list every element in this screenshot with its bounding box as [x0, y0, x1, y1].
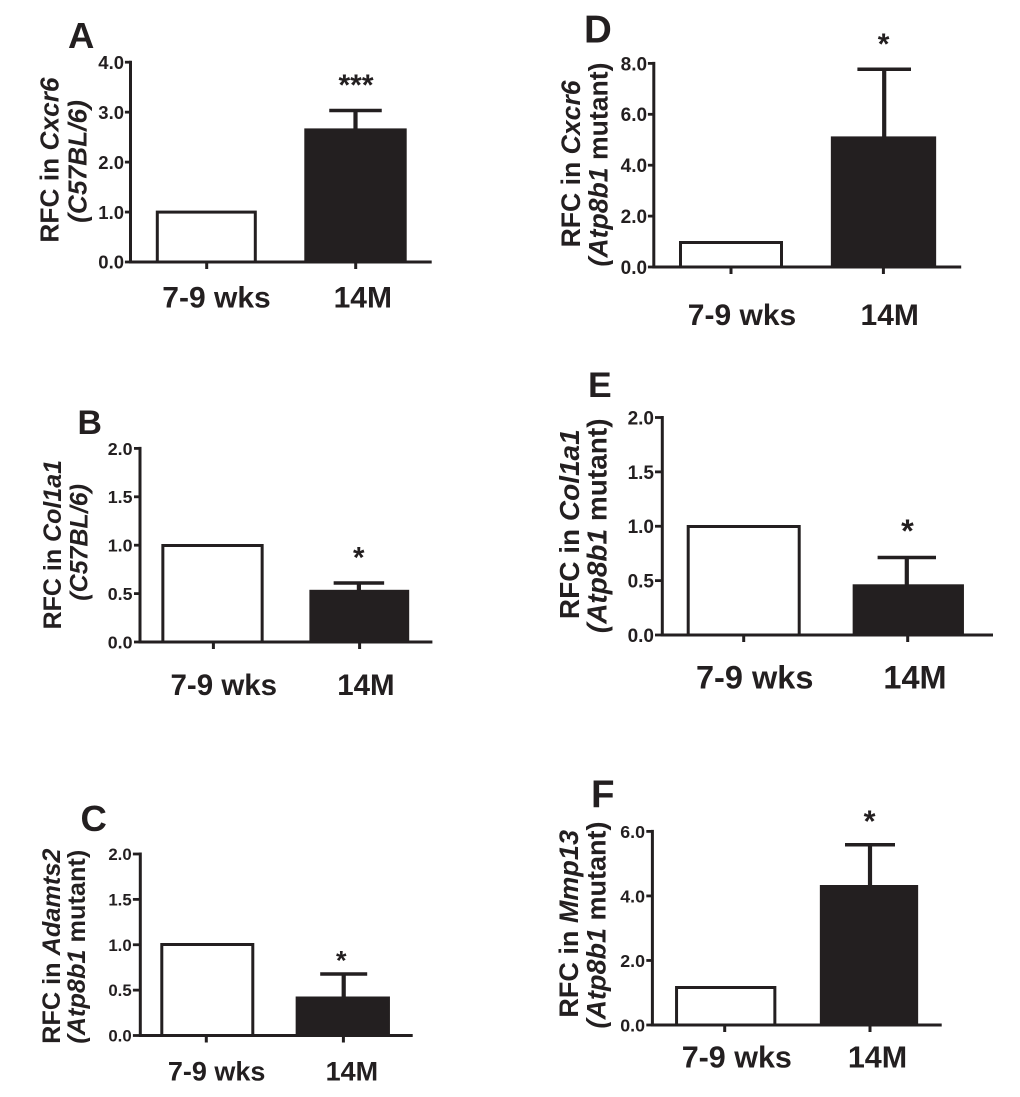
svg-text:7-9 wks: 7-9 wks [162, 282, 270, 315]
svg-text:0.0: 0.0 [108, 1027, 131, 1046]
svg-text:4.0: 4.0 [620, 886, 645, 906]
svg-text:0.5: 0.5 [108, 981, 131, 1000]
svg-text:7-9 wks: 7-9 wks [171, 669, 278, 702]
svg-text:*: * [864, 805, 876, 839]
svg-text:4.0: 4.0 [621, 156, 647, 177]
svg-text:2.0: 2.0 [628, 408, 654, 429]
svg-text:2.0: 2.0 [98, 152, 124, 173]
svg-text:14M: 14M [326, 1057, 379, 1087]
svg-text:1.5: 1.5 [108, 487, 133, 507]
svg-text:1.0: 1.0 [628, 517, 654, 538]
svg-text:1.0: 1.0 [98, 202, 124, 223]
svg-text:14M: 14M [848, 1041, 907, 1075]
svg-text:4.0: 4.0 [98, 52, 124, 73]
svg-text:1.0: 1.0 [108, 936, 131, 955]
svg-text:RFC in Cxcr6: RFC in Cxcr6 [556, 80, 586, 247]
svg-text:A: A [68, 15, 94, 56]
svg-text:14M: 14M [334, 282, 392, 315]
svg-text:F: F [591, 774, 615, 817]
svg-text:RFC in Adamts2: RFC in Adamts2 [38, 849, 66, 1044]
svg-text:(Atp8b1 mutant): (Atp8b1 mutant) [584, 63, 614, 267]
svg-text:*: * [353, 542, 365, 575]
svg-text:RFC in Mmp13: RFC in Mmp13 [554, 830, 584, 1018]
svg-text:7-9 wks: 7-9 wks [168, 1057, 266, 1087]
svg-text:6.0: 6.0 [621, 105, 647, 126]
svg-text:(C57BL/6): (C57BL/6) [66, 484, 94, 601]
svg-text:2.0: 2.0 [108, 439, 133, 459]
svg-text:E: E [588, 365, 612, 405]
svg-text:7-9 wks: 7-9 wks [688, 299, 796, 332]
svg-text:C: C [81, 798, 107, 839]
svg-text:D: D [584, 9, 612, 52]
svg-text:2.0: 2.0 [108, 845, 131, 864]
svg-text:(Atp8b1 mutant): (Atp8b1 mutant) [63, 850, 91, 1044]
svg-text:2.0: 2.0 [621, 207, 647, 228]
svg-text:(Atp8b1 mutant): (Atp8b1 mutant) [582, 418, 613, 633]
svg-text:14M: 14M [337, 669, 394, 702]
svg-text:0.0: 0.0 [98, 252, 124, 273]
svg-text:0.0: 0.0 [621, 258, 647, 279]
svg-text:*: * [901, 513, 914, 549]
svg-text:0.0: 0.0 [108, 632, 133, 652]
svg-text:0.0: 0.0 [620, 1015, 645, 1035]
svg-text:0.5: 0.5 [628, 572, 655, 593]
svg-text:(C57BL/6): (C57BL/6) [63, 100, 93, 223]
svg-text:*: * [336, 946, 347, 976]
svg-text:RFC in Col1a1: RFC in Col1a1 [39, 460, 67, 629]
svg-text:*: * [878, 28, 890, 61]
svg-text:RFC in Col1a1: RFC in Col1a1 [554, 429, 585, 619]
svg-text:***: *** [338, 69, 373, 102]
svg-text:RFC in Cxcr6: RFC in Cxcr6 [35, 77, 65, 243]
svg-text:B: B [78, 404, 102, 442]
svg-text:7-9 wks: 7-9 wks [682, 1041, 792, 1075]
svg-text:3.0: 3.0 [98, 102, 124, 123]
svg-text:14M: 14M [861, 299, 919, 332]
svg-text:7-9 wks: 7-9 wks [696, 660, 813, 696]
svg-text:1.5: 1.5 [108, 890, 131, 909]
svg-text:6.0: 6.0 [620, 822, 645, 842]
svg-text:2.0: 2.0 [620, 951, 645, 971]
svg-text:8.0: 8.0 [621, 54, 647, 75]
svg-text:0.5: 0.5 [108, 584, 133, 604]
svg-text:1.5: 1.5 [628, 463, 655, 484]
svg-text:14M: 14M [883, 660, 946, 696]
svg-text:(Atp8b1 mutant): (Atp8b1 mutant) [582, 822, 612, 1029]
svg-text:1.0: 1.0 [108, 536, 133, 556]
svg-text:0.0: 0.0 [628, 626, 654, 647]
